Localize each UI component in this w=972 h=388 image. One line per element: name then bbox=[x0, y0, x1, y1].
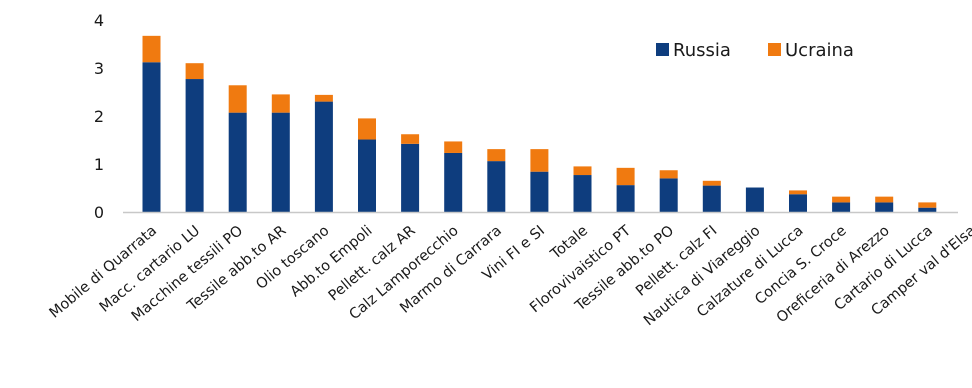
bar-ucraina bbox=[185, 63, 204, 80]
bar-ucraina bbox=[573, 166, 592, 176]
bar-russia bbox=[659, 178, 678, 212]
bar-ucraina bbox=[228, 85, 247, 113]
bar-russia bbox=[314, 101, 333, 212]
y-tick-label: 0 bbox=[94, 203, 104, 222]
bar-russia bbox=[745, 187, 764, 212]
legend-label-russia: Russia bbox=[673, 40, 731, 61]
bar-russia bbox=[444, 152, 463, 212]
y-tick-label: 1 bbox=[94, 155, 104, 174]
bar-ucraina bbox=[530, 149, 549, 172]
bar-russia bbox=[789, 194, 807, 212]
bar-russia bbox=[832, 202, 851, 212]
bar-ucraina bbox=[616, 167, 635, 186]
bar-ucraina bbox=[314, 94, 333, 102]
y-axis-tick-labels: 0 1 2 3 4 bbox=[94, 11, 104, 222]
bar-ucraina bbox=[271, 94, 290, 113]
legend-swatch-russia bbox=[656, 43, 669, 56]
bar-russia bbox=[702, 185, 721, 212]
bar-russia bbox=[487, 161, 506, 212]
bar-russia bbox=[228, 112, 247, 212]
legend-swatch-ucraina bbox=[768, 43, 781, 56]
bar-russia bbox=[875, 202, 894, 212]
y-tick-label: 2 bbox=[94, 107, 104, 126]
legend: Russia Ucraina bbox=[656, 40, 854, 61]
bar-ucraina bbox=[487, 149, 506, 162]
bar-russia bbox=[142, 62, 161, 212]
legend-label-ucraina: Ucraina bbox=[785, 40, 854, 61]
y-tick-label: 4 bbox=[94, 11, 104, 30]
bar-russia bbox=[185, 79, 204, 212]
bar-ucraina bbox=[142, 35, 161, 63]
y-tick-label: 3 bbox=[94, 59, 104, 78]
bar-ucraina bbox=[659, 170, 678, 179]
bar-russia bbox=[530, 171, 549, 212]
bar-ucraina bbox=[789, 190, 807, 195]
bar-russia bbox=[358, 139, 376, 212]
bar-ucraina bbox=[918, 202, 937, 208]
bar-russia bbox=[271, 112, 290, 212]
bar-ucraina bbox=[875, 196, 894, 203]
bar-ucraina bbox=[444, 141, 463, 153]
bar-russia bbox=[616, 185, 635, 212]
bar-ucraina bbox=[358, 118, 376, 140]
bar-russia bbox=[401, 143, 420, 212]
bar-ucraina bbox=[832, 196, 851, 203]
bar-ucraina bbox=[702, 180, 721, 186]
bar-ucraina bbox=[401, 134, 420, 144]
bar-russia bbox=[918, 207, 937, 212]
bars bbox=[142, 35, 937, 212]
bar-russia bbox=[573, 175, 592, 212]
